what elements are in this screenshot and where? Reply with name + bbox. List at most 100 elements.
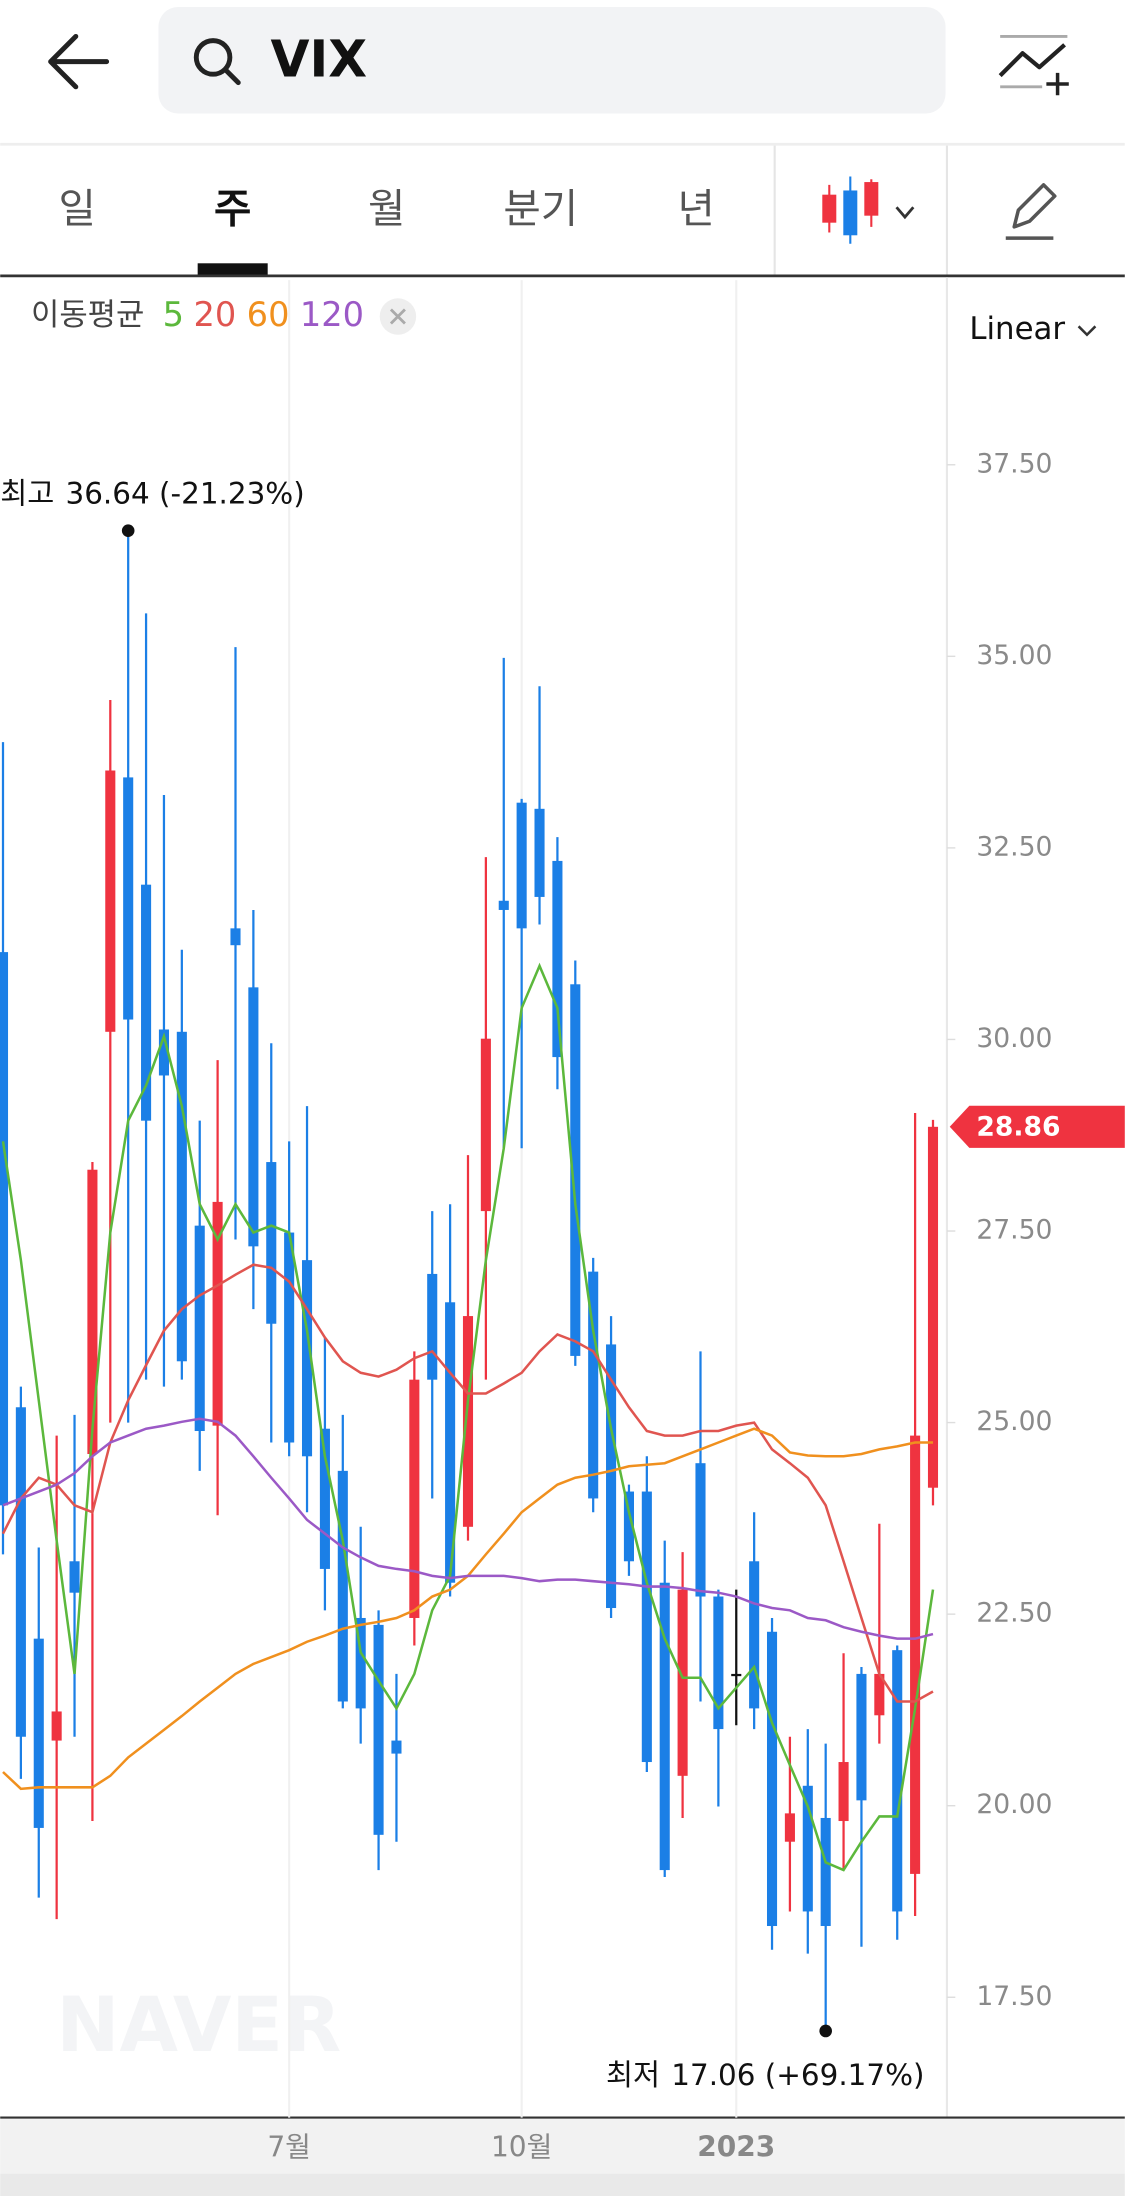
x-tick-label: 7월 [267, 2130, 311, 2163]
y-tick-label: 37.50 [976, 448, 1052, 479]
candle-body [123, 777, 134, 1020]
y-tick-label: 20.00 [976, 1789, 1052, 1820]
candles [0, 530, 939, 2031]
candle-body [176, 1031, 187, 1362]
candle-body [677, 1589, 688, 1776]
price-tag [949, 1105, 1125, 1148]
candle-body [355, 1617, 366, 1709]
bottom-bar [0, 2173, 1125, 2196]
x-axis-band [0, 2117, 1125, 2174]
candle-body [445, 1302, 456, 1583]
candle-body [105, 770, 116, 1032]
candle-body [749, 1561, 760, 1709]
chart-type-button[interactable] [822, 176, 915, 244]
candle-body [498, 900, 509, 910]
ma-legend-entry: 120 [300, 295, 364, 334]
candle-body [194, 1225, 205, 1432]
candle-body [266, 1162, 277, 1324]
candle-body [158, 1029, 169, 1076]
candle-body [319, 1428, 330, 1569]
ma-legend-close[interactable] [379, 298, 417, 335]
candle-body [695, 1463, 706, 1597]
candle-body [284, 1232, 295, 1443]
ma-legend-entry: 60 [247, 295, 290, 334]
scale-dropdown-chevron [1077, 325, 1097, 337]
candle-body [802, 1785, 813, 1912]
max-marker [121, 524, 135, 537]
moving-average-line [1, 962, 935, 1872]
period-tab[interactable]: 분기 [503, 184, 578, 232]
candle-body [51, 1711, 62, 1741]
candle-body [462, 1316, 474, 1527]
candle-body [856, 1673, 867, 1801]
candle-body [0, 952, 9, 1506]
candle-body [588, 1271, 599, 1499]
draw-tool-button[interactable] [1005, 183, 1057, 240]
search-box[interactable] [158, 7, 946, 114]
candle-body [15, 1407, 26, 1737]
max-annotation: 최고 36.64 (-21.23%) [0, 476, 305, 510]
max-label: 최고 [0, 476, 54, 510]
y-tick-label: 35.00 [976, 640, 1052, 671]
candle-body [820, 1817, 831, 1927]
candle-body [606, 1344, 617, 1609]
candle-body [784, 1813, 795, 1842]
candle-body [391, 1740, 402, 1754]
candle-body [230, 928, 241, 946]
period-tab[interactable]: 월 [368, 184, 405, 232]
candle-body [838, 1762, 849, 1822]
scale-dropdown[interactable]: Linear [969, 311, 1065, 347]
search-query: VIX [270, 30, 367, 89]
candle-body [910, 1435, 921, 1874]
candle-body [892, 1650, 903, 1912]
max-text: 36.64 (-21.23%) [66, 476, 305, 510]
candle-body [659, 1582, 670, 1871]
candle-body [641, 1491, 652, 1763]
period-tab[interactable]: 일 [59, 184, 96, 232]
y-tick-label: 17.50 [976, 1981, 1052, 2012]
candle-body [141, 884, 152, 1121]
min-annotation: 최저 17.06 (+69.17%) [606, 2057, 925, 2091]
y-tick-label: 27.50 [976, 1215, 1052, 1246]
y-tick-label: 25.00 [976, 1406, 1052, 1437]
ma-legend-entry: 5 [163, 295, 184, 334]
candle-body [766, 1631, 778, 1927]
x-tick-label: 10월 [491, 2130, 552, 2163]
candle-body [552, 860, 563, 1058]
candle-body [480, 1038, 491, 1212]
period-tab-selected[interactable]: 주 [214, 184, 251, 232]
candle-body [570, 984, 581, 1356]
search-icon [193, 38, 241, 86]
add-indicator-button[interactable] [998, 35, 1069, 96]
candle-body [534, 808, 545, 897]
candle-body [731, 1673, 742, 1677]
ma-legend-label: 이동평균 [31, 297, 144, 333]
period-tab[interactable]: 년 [678, 184, 715, 232]
candle-body [927, 1126, 939, 1488]
candle-body [623, 1491, 634, 1562]
y-tick-label: 30.00 [976, 1023, 1052, 1054]
back-button[interactable] [48, 33, 110, 90]
candle-body [874, 1673, 885, 1716]
tab-underline [197, 263, 268, 275]
min-label: 최저 [606, 2057, 660, 2091]
y-tick-label: 32.50 [976, 831, 1052, 862]
min-text: 17.06 (+69.17%) [671, 2057, 924, 2091]
y-tick-label: 22.50 [976, 1598, 1052, 1629]
watermark: NAVER [56, 1981, 341, 2069]
candle-body [248, 987, 259, 1247]
moving-average-line [1, 1263, 934, 1703]
ma-legend-entry: 20 [193, 295, 236, 334]
candle-body [516, 802, 527, 929]
x-tick-label: 2023 [697, 2130, 775, 2163]
candle-body [427, 1273, 438, 1380]
candle-body [713, 1596, 724, 1730]
moving-average-line [2, 1417, 934, 1640]
candle-body [69, 1561, 80, 1593]
candle-body [409, 1379, 420, 1618]
candle-body [337, 1470, 348, 1702]
candle-body [301, 1260, 313, 1457]
min-marker [819, 2024, 832, 2038]
